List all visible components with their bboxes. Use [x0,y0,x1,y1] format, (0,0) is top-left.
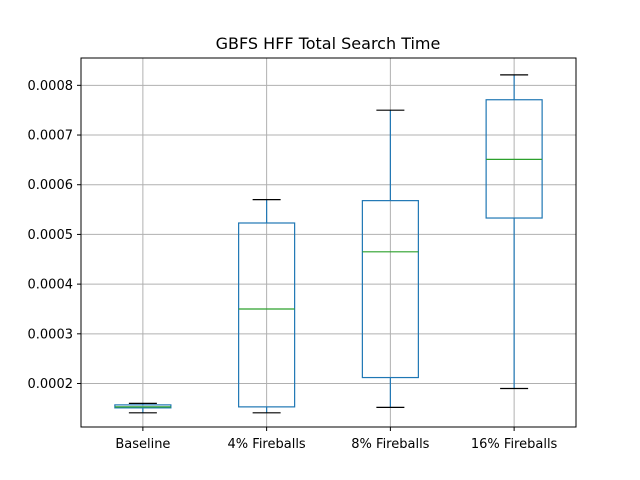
box-group [238,199,296,414]
x-tick-label: 4% Fireballs [228,437,306,452]
box-group [361,109,419,408]
y-tick-label: 0.0005 [28,228,74,243]
box [238,222,296,408]
x-tick-label: Baseline [115,437,170,452]
y-tick-label: 0.0008 [28,79,74,94]
y-tick-label: 0.0004 [28,278,74,293]
grid-layer [81,58,576,427]
y-tick-label: 0.0006 [28,178,74,193]
plot-area-frame [80,57,577,428]
y-tick-label: 0.0002 [28,377,74,392]
boxes-layer [114,74,543,414]
x-tick-label: 16% Fireballs [471,437,558,452]
box-group [485,74,543,390]
x-tick-label: 8% Fireballs [351,437,429,452]
box [361,200,419,379]
y-tick-label: 0.0007 [28,129,74,144]
y-tick-label: 0.0003 [28,327,74,342]
box-group [114,402,172,414]
y-axis: 0.0002 0.0003 0.0004 0.0005 0.0006 0.0007 0.00… [28,79,81,392]
chart-title: GBFS HFF Total Search Time [216,34,441,53]
x-axis: Baseline 4% Fireballs 8% Fireballs 16% Fire… [115,427,558,452]
